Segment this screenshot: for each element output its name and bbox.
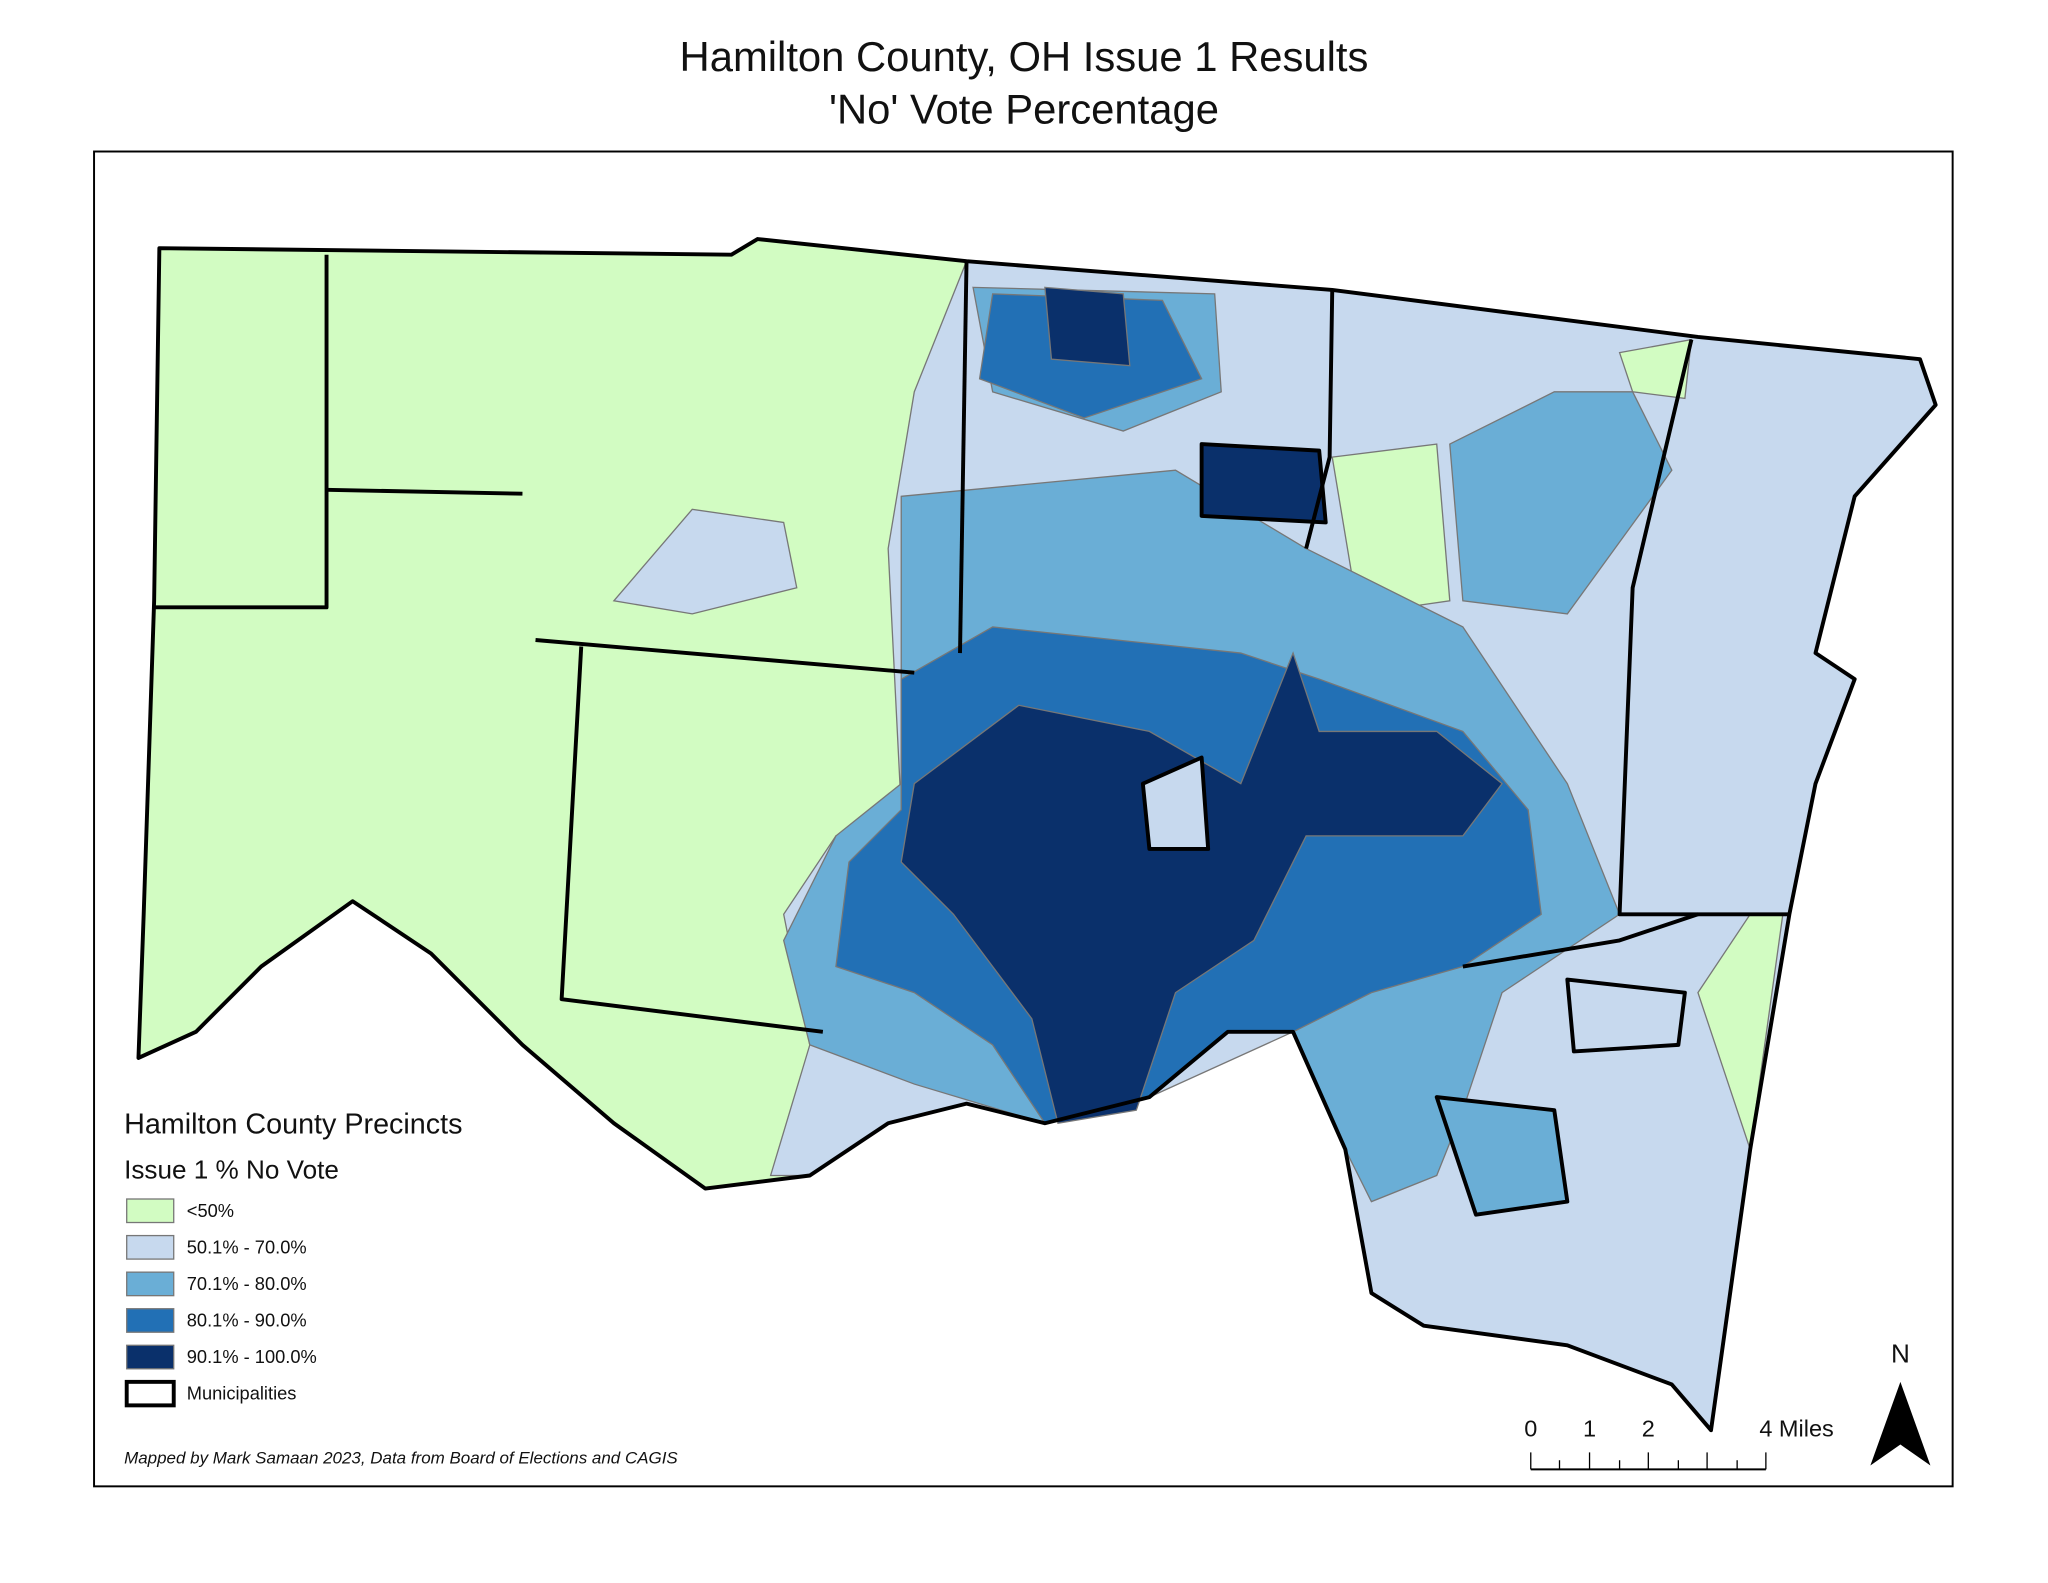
municipal-boundary — [1199, 442, 1328, 525]
scale-label: 4 Miles — [1759, 1415, 1833, 1441]
municipal-boundary — [1434, 1095, 1570, 1217]
legend-label: 50.1% - 70.0% — [187, 1236, 307, 1257]
municipal-boundary — [1462, 912, 1699, 969]
title-line: 'No' Vote Percentage — [829, 85, 1219, 132]
municipal-boundary — [154, 254, 329, 610]
legend-label: <50% — [187, 1200, 234, 1221]
scale-label: 2 — [1642, 1415, 1655, 1441]
scale-label: 1 — [1583, 1415, 1596, 1441]
municipal-boundary — [1140, 755, 1211, 851]
credit: Mapped by Mark Samaan 2023, Data from Bo… — [124, 1448, 678, 1467]
legend-swatch — [126, 1234, 175, 1260]
region — [900, 651, 1503, 1124]
legend-swatch — [126, 1198, 175, 1224]
legend-subtitle: Issue 1 % No Vote — [124, 1154, 339, 1184]
north-arrow-shape — [1870, 1381, 1931, 1466]
region — [1331, 443, 1451, 615]
legend-swatch — [124, 1379, 176, 1408]
legend-swatch — [126, 1271, 175, 1297]
municipal-boundary — [535, 638, 915, 675]
municipal-boundary — [559, 646, 824, 1034]
legend-title: Hamilton County Precincts — [124, 1108, 462, 1140]
municipal-boundary — [1304, 289, 1335, 550]
scale-bar: 0 1 2 4 Miles — [1524, 1415, 1834, 1471]
legend: Hamilton County Precincts Issue 1 % No V… — [124, 1108, 462, 1408]
scale-label: 0 — [1524, 1415, 1537, 1441]
region — [1618, 338, 1693, 400]
region — [1200, 443, 1327, 524]
region — [1044, 286, 1131, 367]
municipal-boundary — [326, 487, 523, 496]
legend-label: 80.1% - 90.0% — [187, 1310, 307, 1331]
map-frame — [93, 150, 1954, 1488]
legend-swatch — [126, 1308, 175, 1333]
legend-swatch — [126, 1344, 175, 1370]
municipal-boundary — [1617, 339, 1790, 917]
municipal-boundary — [958, 261, 969, 654]
title-line: Hamilton County, OH Issue 1 Results — [680, 33, 1369, 80]
region — [1449, 391, 1673, 615]
north-arrow: N — [1870, 1339, 1931, 1466]
municipal-boundary — [1565, 977, 1687, 1054]
county-outline — [136, 237, 1938, 1433]
legend-label: 70.1% - 80.0% — [187, 1273, 307, 1294]
legend-label: 90.1% - 100.0% — [187, 1346, 317, 1367]
north-label: N — [1891, 1339, 1910, 1369]
region — [612, 508, 798, 615]
county-map — [136, 237, 1938, 1433]
legend-label: Municipalities — [187, 1383, 297, 1404]
